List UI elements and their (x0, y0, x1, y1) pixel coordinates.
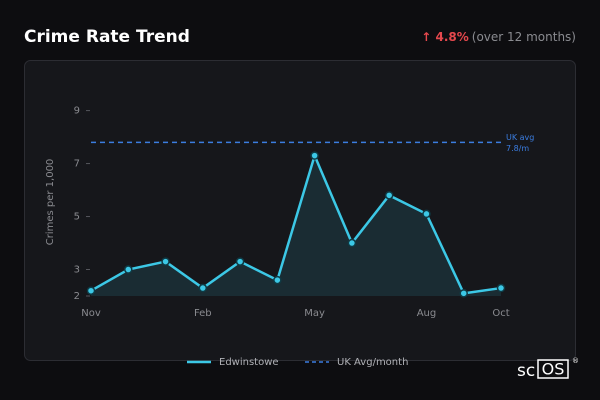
point (273, 275, 282, 285)
legend-label: Edwinstowe (219, 357, 279, 368)
point (459, 289, 468, 298)
point (496, 283, 506, 293)
point (384, 191, 394, 200)
reference-label: UK avg (506, 133, 534, 142)
brand-box-text: OS (542, 360, 565, 379)
point (347, 238, 357, 248)
y-tick-label: 9 (74, 106, 80, 117)
x-tick-label: Nov (81, 308, 101, 319)
point (161, 257, 170, 266)
legend-label: UK Avg/month (337, 357, 408, 368)
brand: sc (517, 361, 535, 381)
change-value: ↑ 4.8% (421, 30, 469, 44)
x-tick-label: Feb (194, 308, 212, 319)
point (422, 209, 431, 219)
point (124, 265, 133, 274)
point (86, 286, 96, 295)
y-axis-label: Crimes per 1,000 (45, 159, 56, 246)
y-tick-label: 2 (74, 291, 80, 302)
y-tick-label: 5 (74, 212, 80, 223)
card (24, 60, 576, 361)
reference-label: 7.8/m (506, 144, 529, 153)
y-tick-label: 3 (74, 265, 80, 276)
point (235, 257, 245, 266)
line (90, 151, 502, 295)
x-tick-label: Aug (417, 308, 437, 319)
brand-box (537, 359, 569, 379)
brand-mark: ® (572, 357, 579, 365)
change-note: (over 12 months) (472, 30, 576, 44)
y-tick-label: 7 (74, 159, 80, 170)
x-tick-label: May (304, 308, 325, 319)
area (91, 155, 501, 296)
change: ↑ 4.8% (over 12 months) (421, 30, 576, 44)
point (198, 283, 208, 293)
brand-name: sc (517, 361, 535, 381)
chart-title: Crime Rate Trend (24, 27, 190, 47)
x-tick-label: Oct (492, 308, 509, 319)
point (310, 151, 319, 160)
